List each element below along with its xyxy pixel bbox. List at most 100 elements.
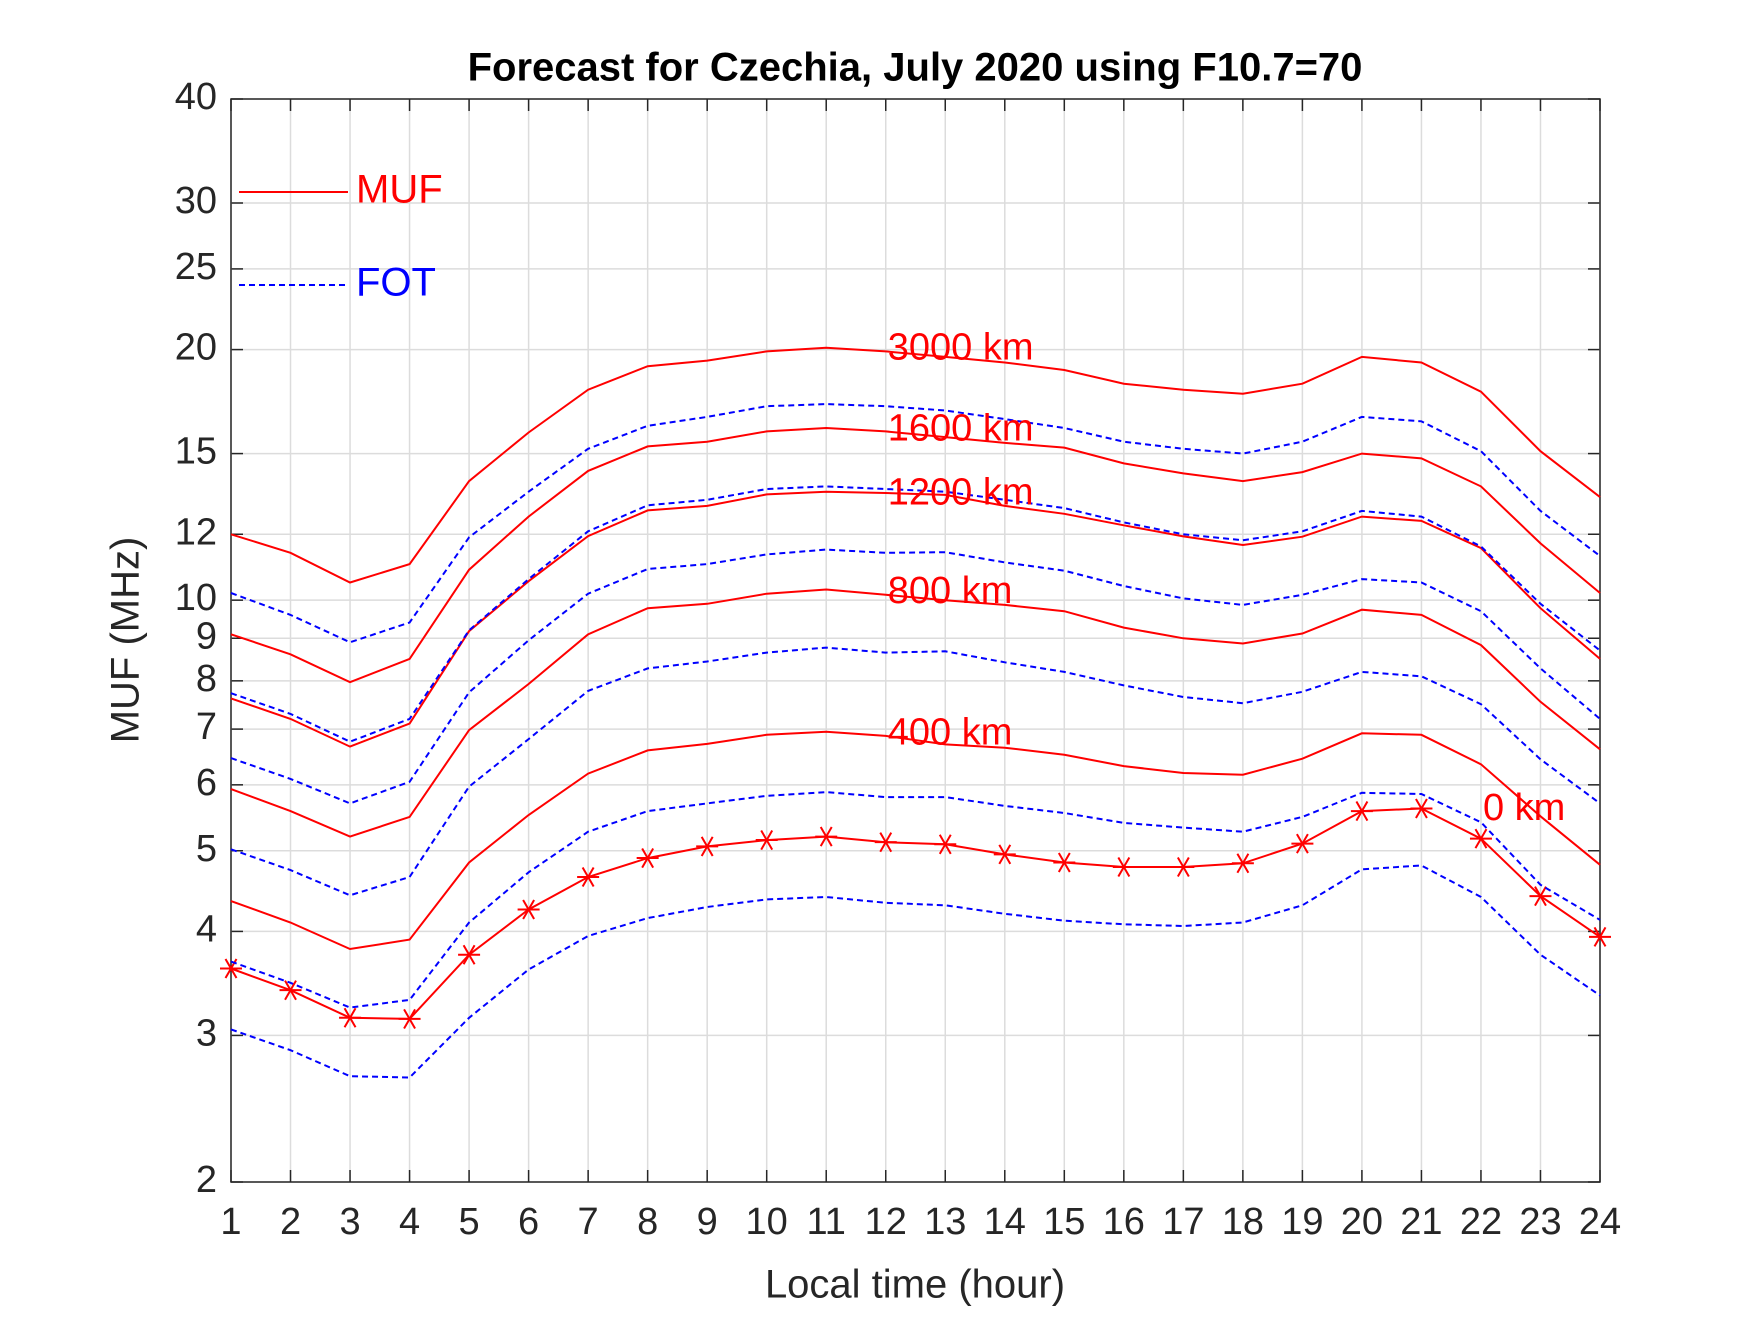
marker-stroke xyxy=(1296,833,1309,854)
y-tick-label: 6 xyxy=(196,762,217,804)
marker-stroke xyxy=(641,848,655,869)
marker-stroke xyxy=(1057,852,1071,873)
marker-stroke xyxy=(938,834,952,855)
y-tick-label: 3 xyxy=(196,1012,217,1054)
marker-stroke xyxy=(760,830,774,851)
series-line xyxy=(230,485,1601,743)
x-tick-label: 6 xyxy=(518,1201,539,1243)
x-tick-label: 12 xyxy=(865,1201,907,1243)
marker-stroke xyxy=(879,832,893,853)
point-marker xyxy=(1410,798,1433,819)
point-marker xyxy=(815,826,838,847)
series-line xyxy=(230,426,1601,684)
y-tick-label: 25 xyxy=(175,246,217,288)
marker-stroke xyxy=(522,899,535,920)
marker-stroke xyxy=(998,844,1012,865)
marker-stroke xyxy=(403,1008,416,1029)
x-tick-label: 9 xyxy=(697,1201,718,1243)
point-marker xyxy=(577,866,600,888)
annotation: 800 km xyxy=(888,570,1013,612)
x-tick-label: 14 xyxy=(984,1201,1026,1243)
marker-stroke xyxy=(1355,801,1369,822)
x-axis-label: Local time (hour) xyxy=(765,1263,1065,1307)
y-tick-label: 8 xyxy=(196,658,217,700)
x-tick-label: 8 xyxy=(637,1201,658,1243)
annotation: 1200 km xyxy=(888,471,1034,513)
x-tick-label: 20 xyxy=(1341,1201,1383,1243)
series-line xyxy=(230,346,1601,584)
point-marker xyxy=(934,834,957,855)
point-marker xyxy=(1231,853,1254,874)
x-tick-label: 3 xyxy=(339,1201,360,1243)
annotation: 400 km xyxy=(888,711,1013,753)
y-tick-label: 9 xyxy=(196,615,217,657)
marker-stroke xyxy=(284,980,297,1001)
marker-stroke xyxy=(1176,856,1190,878)
point-marker xyxy=(1589,926,1611,947)
plot-frame xyxy=(230,98,1601,1183)
y-tick-label: 40 xyxy=(175,76,217,118)
x-tick-label: 2 xyxy=(280,1201,301,1243)
marker-stroke xyxy=(581,866,595,888)
x-tick-label: 21 xyxy=(1400,1201,1442,1243)
point-marker xyxy=(755,830,778,851)
x-tick-label: 5 xyxy=(459,1201,480,1243)
x-tick-label: 13 xyxy=(924,1201,966,1243)
point-marker xyxy=(1053,852,1076,873)
x-tick-label: 4 xyxy=(399,1201,420,1243)
annotation: 0 km xyxy=(1483,787,1565,829)
x-tick-label: 17 xyxy=(1162,1201,1204,1243)
point-marker xyxy=(398,1008,421,1029)
series-line xyxy=(230,730,1601,951)
y-axis-label: MUF (MHz) xyxy=(104,537,148,744)
annotation: 3000 km xyxy=(888,327,1034,369)
point-marker xyxy=(1469,828,1492,849)
marker-stroke xyxy=(343,1007,357,1028)
x-tick-label: 19 xyxy=(1281,1201,1323,1243)
point-marker xyxy=(1350,801,1373,822)
x-tick-label: 18 xyxy=(1222,1201,1264,1243)
y-tick-label: 15 xyxy=(175,431,217,473)
marker-stroke xyxy=(462,944,476,965)
series-line xyxy=(230,548,1601,805)
y-tick-label: 7 xyxy=(196,706,217,748)
x-tick-label: 11 xyxy=(806,1201,845,1243)
annotation: 1600 km xyxy=(888,407,1034,449)
marker-stroke xyxy=(1117,856,1131,878)
point-marker xyxy=(339,1007,362,1028)
point-marker xyxy=(1112,856,1135,878)
legend-label: MUF xyxy=(356,168,443,212)
x-tick-label: 16 xyxy=(1103,1201,1145,1243)
x-tick-label: 10 xyxy=(746,1201,788,1243)
legend-label: FOT xyxy=(356,261,436,305)
x-tick-label: 23 xyxy=(1519,1201,1561,1243)
point-marker xyxy=(1172,856,1195,878)
x-tick-label: 15 xyxy=(1043,1201,1085,1243)
chart-title: Forecast for Czechia, July 2020 using F1… xyxy=(468,46,1363,90)
marker-stroke xyxy=(700,836,714,857)
marker-stroke xyxy=(1534,886,1547,907)
series-line xyxy=(230,646,1601,897)
y-tick-label: 5 xyxy=(196,828,217,870)
point-marker xyxy=(1529,886,1552,907)
marker-stroke xyxy=(1415,798,1428,819)
x-tick-label: 1 xyxy=(220,1201,241,1243)
marker-stroke xyxy=(1236,853,1250,874)
x-tick-label: 22 xyxy=(1460,1201,1502,1243)
point-marker xyxy=(1291,833,1314,854)
marker-stroke xyxy=(1593,926,1607,947)
series-line xyxy=(230,403,1601,644)
x-tick-label: 7 xyxy=(578,1201,599,1243)
series-line xyxy=(230,791,1601,1009)
y-tick-label: 2 xyxy=(196,1159,217,1201)
y-tick-label: 30 xyxy=(175,180,217,222)
point-marker xyxy=(517,899,540,920)
y-tick-label: 10 xyxy=(175,577,217,619)
plot-area xyxy=(231,99,1600,1182)
y-tick-label: 20 xyxy=(175,327,217,369)
point-marker xyxy=(993,844,1016,865)
marker-stroke xyxy=(1474,828,1488,849)
marker-stroke xyxy=(819,826,833,847)
point-marker xyxy=(279,980,302,1001)
